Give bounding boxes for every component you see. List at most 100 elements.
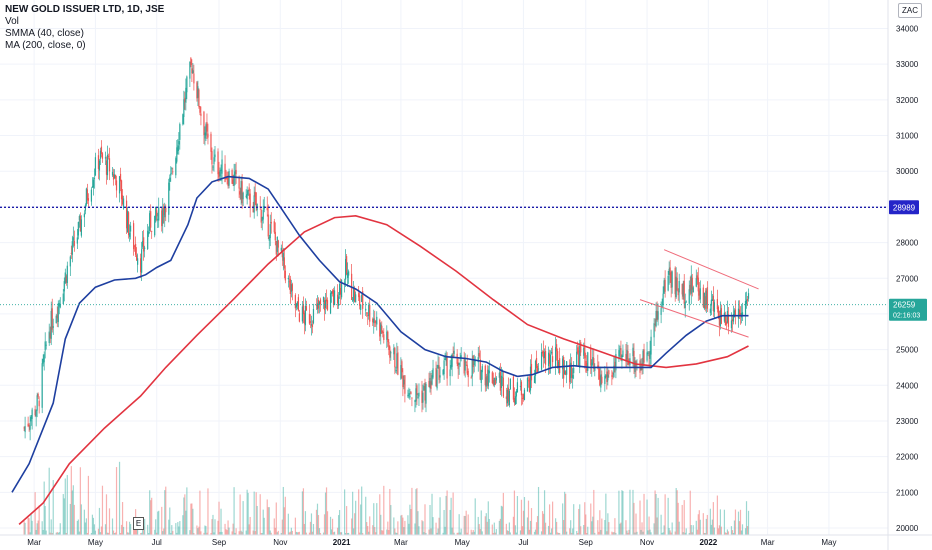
candle-body <box>183 99 185 117</box>
candle-body <box>242 192 244 200</box>
candle-body <box>401 361 403 373</box>
candle-body <box>101 153 104 159</box>
volume-bar <box>361 486 363 535</box>
candle-body <box>479 359 481 380</box>
candle-body <box>682 283 684 297</box>
candle-body <box>337 296 340 306</box>
volume-bar <box>423 532 425 535</box>
volume-bar <box>376 503 378 535</box>
candle-body <box>338 284 341 296</box>
candle-body <box>598 368 600 380</box>
candle-body <box>284 270 286 281</box>
candle-body <box>69 256 71 267</box>
volume-bar <box>436 532 438 535</box>
volume-bar <box>104 524 107 535</box>
volume-bar <box>280 532 282 535</box>
volume-bar <box>339 532 342 535</box>
volume-bar <box>523 497 526 535</box>
volume-bar <box>43 481 45 535</box>
candle-body <box>163 206 165 215</box>
volume-bar <box>442 532 444 535</box>
volume-bar <box>543 490 546 535</box>
volume-bar <box>24 522 26 535</box>
candle-body <box>211 151 213 165</box>
ma-indicator-label[interactable]: MA (200, close, 0) <box>5 40 86 51</box>
volume-bar <box>702 513 704 535</box>
candle-body <box>676 277 678 291</box>
volume-bar <box>169 507 171 535</box>
candle-body <box>340 279 343 298</box>
volume-bar <box>613 532 615 535</box>
volume-bar <box>171 525 173 535</box>
candle-body <box>712 295 714 312</box>
candle-body <box>555 347 557 367</box>
volume-bar <box>534 529 537 535</box>
candle-body <box>331 290 334 294</box>
candle-body <box>182 114 184 125</box>
currency-badge[interactable]: ZAC <box>898 3 922 18</box>
volume-bar <box>289 531 291 535</box>
candle-body <box>339 287 342 295</box>
volume-bar <box>710 524 712 535</box>
volume-indicator-label[interactable]: Vol <box>5 16 19 27</box>
candle-body <box>438 365 440 380</box>
volume-bar <box>737 511 740 535</box>
volume-bar <box>607 513 609 535</box>
volume-bar <box>512 516 515 535</box>
symbol-title[interactable]: NEW GOLD ISSUER LTD, 1D, JSE <box>5 4 165 15</box>
candle-body <box>108 158 111 172</box>
volume-bar <box>394 528 396 535</box>
volume-bar <box>464 515 466 535</box>
volume-bar <box>182 515 184 535</box>
candle-body <box>541 351 544 354</box>
volume-bar <box>395 532 397 535</box>
candle-body <box>681 283 683 295</box>
volume-bar <box>614 518 616 535</box>
volume-bar <box>144 518 146 535</box>
volume-bar <box>544 522 547 535</box>
candle-body <box>706 287 708 309</box>
candle-body <box>516 382 519 393</box>
volume-bar <box>566 531 568 535</box>
volume-bar <box>606 531 608 535</box>
volume-bar <box>681 504 683 535</box>
volume-bar <box>738 521 741 535</box>
candle-body <box>179 124 181 140</box>
volume-bar <box>653 523 655 535</box>
last-price-label: 26259 <box>893 301 916 310</box>
candle-body <box>548 353 551 364</box>
volume-bar <box>304 511 307 535</box>
candle-body <box>422 392 424 403</box>
volume-bar <box>478 524 480 535</box>
volume-bar <box>247 492 249 535</box>
candle-body <box>49 332 51 339</box>
candle-body <box>647 352 649 354</box>
volume-bar <box>747 510 750 535</box>
candle-body <box>44 341 46 351</box>
candle-body <box>347 272 349 278</box>
volume-bar <box>213 532 215 535</box>
volume-bar <box>703 532 705 535</box>
volume-bar <box>35 529 37 535</box>
candle-body <box>38 400 40 407</box>
candle-body <box>305 306 308 311</box>
volume-bar <box>648 516 650 535</box>
candle-body <box>92 179 95 188</box>
volume-bar <box>404 520 406 535</box>
candle-body <box>650 336 652 355</box>
volume-bar <box>120 524 123 535</box>
volume-bar <box>65 532 67 535</box>
candle-body <box>583 347 585 356</box>
time-tick-label: 2021 <box>333 538 351 547</box>
candle-body <box>270 221 272 224</box>
earnings-event-marker[interactable]: E <box>133 517 144 530</box>
volume-bar <box>719 509 721 535</box>
candle-body <box>186 76 188 93</box>
smma-indicator-label[interactable]: SMMA (40, close) <box>5 28 84 39</box>
volume-bar <box>329 516 332 535</box>
candle-body <box>556 344 558 352</box>
candle-body <box>654 323 656 325</box>
candle-body <box>249 193 251 208</box>
channel-lower-line <box>639 299 749 338</box>
